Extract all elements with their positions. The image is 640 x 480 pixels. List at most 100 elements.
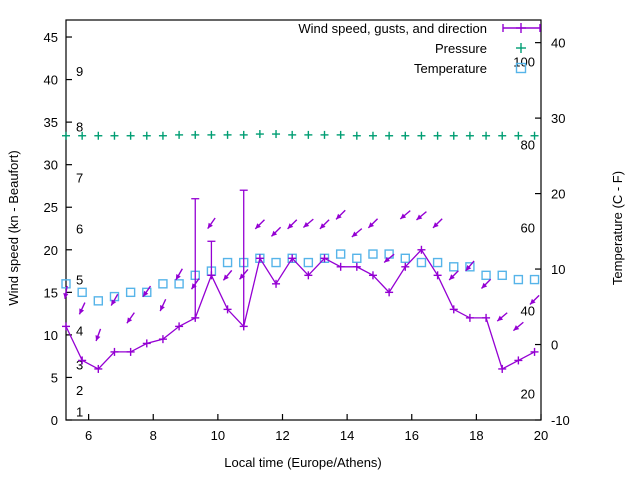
temperature-point bbox=[335, 249, 346, 259]
y-tick-label-0: 0 bbox=[51, 413, 58, 428]
temperature-point bbox=[368, 249, 378, 259]
wind-direction-arrow-head bbox=[143, 290, 149, 297]
wind-direction-arrow-head bbox=[287, 223, 294, 229]
wind-direction-arrow-head bbox=[368, 222, 375, 228]
plot-border bbox=[65, 19, 542, 421]
y2-axis-ticks: -10 0 10 20 30 40 bbox=[535, 36, 570, 428]
wind-direction-arrow-head bbox=[239, 273, 246, 280]
fahrenheit-label-100: 100 bbox=[513, 55, 535, 70]
fahrenheit-label-80: 80 bbox=[521, 138, 535, 153]
temperature-point bbox=[432, 257, 443, 268]
wind-direction-arrow-head bbox=[63, 293, 69, 299]
x-tick-label-7: 20 bbox=[534, 428, 548, 443]
beaufort-label-5: 5 bbox=[76, 273, 83, 288]
y-tick-label-6: 30 bbox=[44, 158, 58, 173]
temperature-point bbox=[174, 279, 184, 289]
y2-tick-label-5: 40 bbox=[551, 36, 565, 51]
wind-direction-arrow-head bbox=[400, 213, 407, 219]
legend-label-1: Pressure bbox=[435, 41, 487, 56]
y2-tick-label-3: 20 bbox=[551, 187, 565, 202]
beaufort-label-4: 4 bbox=[76, 324, 83, 339]
beaufort-label-8: 8 bbox=[76, 119, 83, 134]
beaufort-scale-labels: 1 2 3 4 5 6 7 8 9 bbox=[76, 64, 83, 419]
temperature-point bbox=[352, 253, 362, 263]
wind-direction-arrow-head bbox=[271, 230, 278, 237]
y-tick-label-8: 40 bbox=[44, 73, 58, 88]
x-tick-label-0: 6 bbox=[85, 428, 92, 443]
wind-direction-arrow-head bbox=[416, 214, 423, 220]
fahrenheit-label-20: 20 bbox=[521, 387, 535, 402]
wind-direction-arrow-head bbox=[126, 317, 133, 324]
temperature-point bbox=[271, 257, 281, 268]
wind-direction-arrow-head bbox=[223, 274, 229, 281]
temperature-point bbox=[497, 270, 507, 281]
temperature-point bbox=[93, 296, 104, 306]
wind-speed-line bbox=[65, 248, 535, 370]
y2-tick-label-4: 30 bbox=[551, 111, 565, 126]
fahrenheit-label-40: 40 bbox=[521, 304, 535, 319]
fahrenheit-label-60: 60 bbox=[521, 221, 535, 236]
temperature-point bbox=[77, 287, 87, 298]
series-pressure bbox=[62, 130, 539, 140]
y-tick-label-4: 20 bbox=[44, 243, 58, 258]
wind-direction-arrow-head bbox=[529, 298, 536, 305]
y-tick-label-1: 5 bbox=[51, 370, 58, 385]
x-tick-label-1: 8 bbox=[150, 428, 157, 443]
series-wind-speed bbox=[62, 245, 539, 373]
x-tick-label-6: 18 bbox=[469, 428, 483, 443]
temperature-point bbox=[416, 257, 427, 268]
chart-legend: Wind speed, gusts, and direction Pressure… bbox=[298, 21, 541, 76]
wind-direction-arrow-head bbox=[175, 274, 181, 281]
temperature-point bbox=[481, 270, 491, 281]
wind-direction-arrow-head bbox=[481, 282, 488, 289]
y2-tick-label-1: 0 bbox=[551, 338, 558, 353]
y-tick-label-7: 35 bbox=[44, 115, 58, 130]
temperature-point bbox=[125, 287, 136, 298]
x-tick-label-3: 12 bbox=[275, 428, 289, 443]
temperature-point bbox=[222, 257, 233, 268]
wind-direction-arrow-head bbox=[191, 283, 197, 290]
beaufort-label-7: 7 bbox=[76, 170, 83, 185]
wind-direction-arrow-head bbox=[95, 335, 101, 342]
series-temperature bbox=[61, 249, 540, 306]
x-tick-label-2: 10 bbox=[211, 428, 225, 443]
temperature-point bbox=[303, 257, 314, 268]
wind-direction-arrow-head bbox=[384, 257, 390, 263]
temperature-point bbox=[61, 279, 71, 289]
beaufort-label-1: 1 bbox=[76, 404, 83, 419]
beaufort-label-3: 3 bbox=[76, 358, 83, 373]
wind-direction-arrow-head bbox=[111, 299, 117, 306]
series-wind-direction-arrows bbox=[63, 209, 540, 342]
legend-label-2: Temperature bbox=[414, 61, 487, 76]
wind-direction-arrow-head bbox=[207, 222, 213, 229]
y2-tick-label-2: 10 bbox=[551, 262, 565, 277]
legend-sample-square bbox=[515, 62, 527, 74]
temperature-point bbox=[529, 274, 540, 285]
y2-axis-label: Temperature (C - F) bbox=[610, 171, 625, 285]
x-axis-label: Local time (Europe/Athens) bbox=[224, 455, 382, 470]
y2-tick-label-0: -10 bbox=[551, 413, 570, 428]
y-tick-label-5: 25 bbox=[44, 200, 58, 215]
plot-frame bbox=[65, 19, 542, 421]
wind-direction-arrow-head bbox=[465, 265, 472, 271]
wind-direction-arrow-head bbox=[79, 308, 85, 315]
y-tick-label-3: 15 bbox=[44, 285, 58, 300]
wind-direction-arrow-head bbox=[433, 222, 439, 228]
x-tick-label-5: 16 bbox=[405, 428, 419, 443]
temperature-point bbox=[465, 262, 475, 272]
wind-direction-arrow-head bbox=[319, 223, 326, 229]
y-tick-label-9: 45 bbox=[44, 30, 58, 45]
temperature-point bbox=[400, 253, 410, 263]
fahrenheit-scale-labels: 20 40 60 80 100 bbox=[513, 55, 535, 402]
temperature-point bbox=[513, 274, 524, 285]
wind-direction-arrow-head bbox=[497, 315, 504, 322]
wind-direction-arrow-head bbox=[336, 213, 342, 220]
y-axis-ticks: 0 5 10 15 20 25 30 35 40 45 bbox=[44, 30, 72, 428]
legend-label-0: Wind speed, gusts, and direction bbox=[298, 21, 487, 36]
x-axis-ticks: 6 8 10 12 14 16 18 20 bbox=[85, 414, 548, 443]
wind-direction-arrow-head bbox=[351, 231, 358, 237]
x-tick-label-4: 14 bbox=[340, 428, 354, 443]
